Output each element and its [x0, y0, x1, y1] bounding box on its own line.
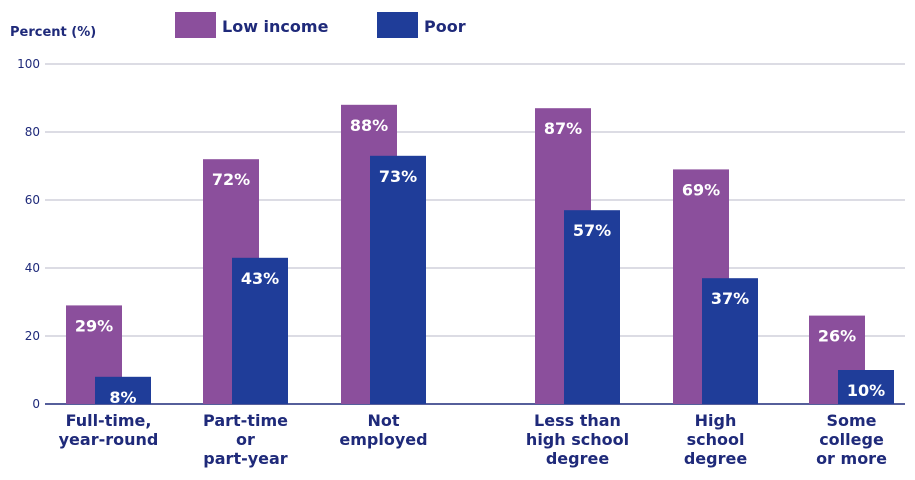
bar-poor-2	[370, 155, 426, 404]
data-labels: 29% 8% 72% 43% 88% 73% 87% 57% 69% 37% 26% 10%	[75, 116, 885, 407]
y-tick-label: 80	[25, 125, 40, 139]
category-label: Full-time,	[66, 411, 152, 430]
category-label: part-year	[203, 449, 288, 468]
legend-label-poor: Poor	[424, 17, 466, 36]
category-label: school	[687, 430, 745, 449]
y-axis-ticks: 0 20 40 60 80 100	[17, 57, 40, 411]
data-label-low-income-1: 72%	[212, 170, 250, 189]
data-label-low-income-3: 87%	[544, 119, 582, 138]
data-label-low-income-2: 88%	[350, 116, 388, 135]
category-label: high school	[526, 430, 629, 449]
category-label: year-round	[59, 430, 159, 449]
data-label-poor-1: 43%	[241, 269, 279, 288]
data-label-poor-2: 73%	[379, 167, 417, 186]
category-label: Part-time	[203, 411, 288, 430]
category-label: employed	[339, 430, 427, 449]
data-label-low-income-5: 26%	[818, 327, 856, 346]
legend-swatch-low-income	[175, 12, 216, 38]
data-label-poor-4: 37%	[711, 289, 749, 308]
bars	[66, 104, 894, 405]
data-label-low-income-4: 69%	[682, 180, 720, 199]
gridlines	[45, 63, 905, 405]
category-label: or	[236, 430, 255, 449]
legend-label-low-income: Low income	[222, 17, 329, 36]
category-label: or more	[816, 449, 887, 468]
category-label: degree	[546, 449, 610, 468]
bar-poor-3	[564, 210, 620, 404]
y-tick-label: 0	[32, 397, 40, 411]
data-label-low-income-0: 29%	[75, 316, 113, 335]
y-axis-label: Percent (%)	[10, 25, 96, 40]
category-label: Less than	[534, 411, 621, 430]
x-axis-categories: Full-time,year-round Part-timeorpart-year…	[59, 411, 887, 468]
data-label-poor-3: 57%	[573, 221, 611, 240]
y-tick-label: 100	[17, 57, 40, 71]
bar-poor-5	[838, 370, 894, 404]
data-label-poor-0: 8%	[109, 388, 136, 407]
legend-swatch-poor	[377, 12, 418, 38]
y-tick-label: 20	[25, 329, 40, 343]
legend: Low income Poor	[175, 12, 466, 38]
category-label: Not	[367, 411, 399, 430]
bar-poor-0	[95, 376, 151, 404]
category-label: degree	[684, 449, 748, 468]
category-label: High	[695, 411, 737, 430]
data-label-poor-5: 10%	[847, 381, 885, 400]
category-label: Some	[826, 411, 876, 430]
y-tick-label: 40	[25, 261, 40, 275]
bar-poor-4	[702, 278, 758, 404]
y-tick-label: 60	[25, 193, 40, 207]
bar-poor-1	[232, 257, 288, 404]
category-label: college	[819, 430, 884, 449]
